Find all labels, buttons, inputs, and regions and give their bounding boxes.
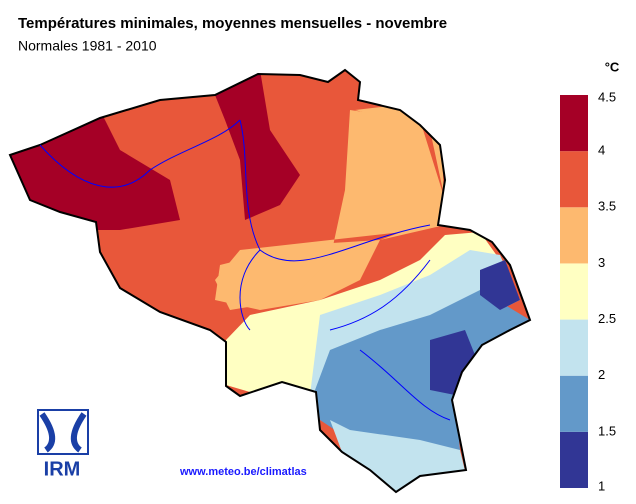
legend-swatch — [560, 431, 588, 488]
legend-swatch — [560, 319, 588, 376]
legend-swatch — [560, 95, 588, 152]
legend-tick-label: 1 — [598, 478, 605, 493]
legend-swatch — [560, 375, 588, 432]
legend-swatch — [560, 151, 588, 208]
legend-tick-label: 4.5 — [598, 89, 616, 104]
zone — [480, 260, 520, 310]
legend-swatch — [560, 263, 588, 320]
legend-swatch — [560, 207, 588, 264]
legend-tick-label: 2.5 — [598, 311, 616, 326]
zone — [315, 290, 530, 470]
legend-tick-label: 1.5 — [598, 423, 616, 438]
zone — [215, 70, 300, 220]
title: Températures minimales, moyennes mensuel… — [18, 15, 447, 32]
legend-tick-label: 3 — [598, 255, 605, 270]
irm-logo: IRM — [37, 409, 89, 480]
legend-tick-label: 2 — [598, 367, 605, 382]
rivers — [39, 119, 451, 421]
zone — [430, 330, 475, 395]
legend-unit: °C — [605, 59, 620, 74]
subtitle: Normales 1981 - 2010 — [18, 38, 157, 54]
url: www.meteo.be/climatlas — [179, 466, 307, 478]
legend-tick-label: 4 — [598, 143, 605, 158]
legend: 1 1.5 2 2.5 3 3.5 4 4.5 — [560, 89, 616, 493]
zone — [215, 110, 445, 310]
legend-tick-label: 3.5 — [598, 199, 616, 214]
logo-text: IRM — [44, 458, 81, 480]
